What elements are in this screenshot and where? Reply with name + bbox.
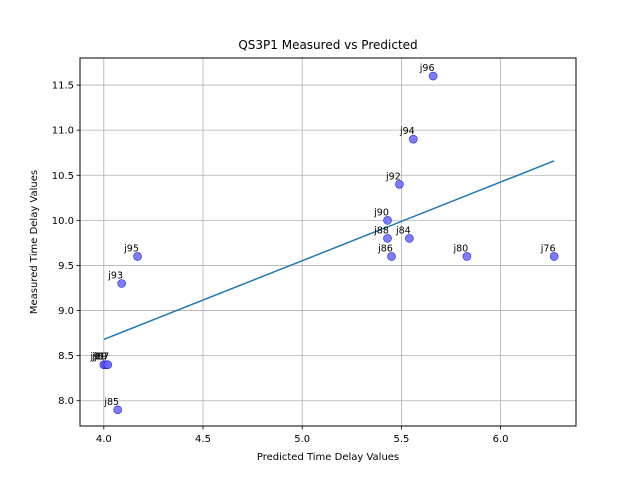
data-point [103,360,113,369]
y-tick-label: 9.0 [58,306,74,317]
data-point [405,234,414,243]
y-tick-label: 8.5 [58,351,74,362]
data-point [133,252,142,261]
data-point [395,179,404,189]
point-label: j96 [419,63,435,74]
point-label: j95 [123,243,139,254]
data-point [409,134,418,144]
y-tick-label: 11.0 [52,126,74,137]
x-tick-label: 5.0 [294,434,310,445]
point-label: j90 [373,207,389,218]
trendline-layer [103,160,555,341]
chart-title: QS3P1 Measured vs Predicted [238,38,417,52]
y-tick-label: 10.5 [52,171,74,182]
x-axis-ticks: 4.0 4.5 5.0 5.5 6.0 [96,426,509,445]
point-label: j93 [107,270,123,281]
plot-area-frame [79,57,577,427]
x-axis-label: Predicted Time Delay Values [257,452,399,463]
y-tick-label: 8.0 [58,396,74,407]
y-tick-label: 10.0 [52,216,74,227]
y-axis-label: Measured Time Delay Values [29,170,40,314]
x-tick-label: 4.0 [96,434,112,445]
point-label: j88 [373,225,389,236]
point-label: j87 [93,352,109,363]
data-point [117,279,126,288]
x-tick-label: 6.0 [493,434,509,445]
point-label: j89 [91,352,107,363]
point-label: j86 [377,243,393,254]
y-axis-ticks: 8.0 8.5 9.0 9.5 10.0 10.5 11.0 11.5 [52,81,80,407]
point-label: j84 [395,225,411,236]
trendline [103,160,555,341]
data-point [383,234,392,243]
grid [80,58,576,426]
point-label: j91 [89,352,105,363]
point-label: j80 [453,243,469,254]
data-point [113,405,122,415]
point-label: j85 [103,397,119,408]
data-point [549,252,559,261]
y-tick-label: 11.5 [52,81,74,92]
data-point [462,252,472,261]
point-label: j76 [540,243,556,254]
points-layer [99,71,559,415]
point-label: j92 [385,171,401,182]
x-tick-label: 5.5 [393,434,409,445]
point-label: j94 [399,126,415,137]
y-tick-label: 9.5 [58,261,74,272]
data-point [428,71,438,81]
data-point [383,216,392,225]
data-point [387,252,396,261]
x-tick-label: 4.5 [195,434,211,445]
